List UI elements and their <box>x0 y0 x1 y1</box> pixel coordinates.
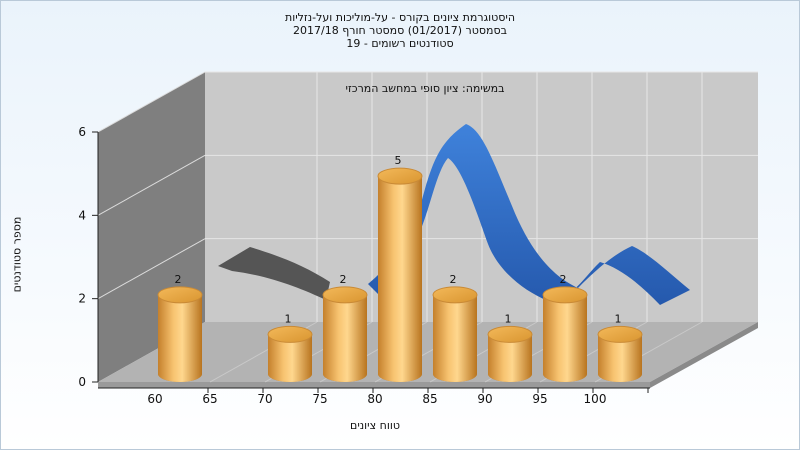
x-tick-label: 90 <box>477 392 492 406</box>
x-tick-label: 70 <box>257 392 272 406</box>
bar-bottom-cap <box>543 366 587 382</box>
bar-value-label: 1 <box>285 312 292 325</box>
bar <box>597 325 643 382</box>
bar-value-label: 5 <box>395 154 402 167</box>
bar-body-front <box>378 176 422 374</box>
y-tick-label: 0 <box>78 375 86 389</box>
y-tick-label: 2 <box>78 292 86 306</box>
y-axis-label: מספר סטודנטים <box>6 210 26 300</box>
chart-title-line-1: היסטוגרמת ציונים בקורס - על-מוליכות ועל-… <box>284 11 516 24</box>
chart-subtitle: במשימה: ציון סופי במחשב המרכזי <box>345 82 504 95</box>
axes: 0 2 4 6 60 65 70 75 80 85 90 95 100 <box>78 125 650 406</box>
bar-value-labels: 2 1 2 5 2 1 2 1 <box>175 154 622 325</box>
chart-title-line-2: בסמסטר (01/2017) סמסטר חורף 2017/18 <box>293 24 507 37</box>
x-tick-label: 60 <box>147 392 162 406</box>
bar-top-cap <box>322 286 368 304</box>
bar-value-label: 1 <box>505 312 512 325</box>
bar-bottom-cap <box>378 366 422 382</box>
x-tick-label: 100 <box>584 392 607 406</box>
bar-bottom-cap <box>488 366 532 382</box>
bar-top-cap <box>542 286 588 304</box>
bar-body-front <box>543 294 587 374</box>
floor-right-edge <box>650 322 758 388</box>
bar-top-cap <box>157 286 203 304</box>
y-tick-label: 4 <box>78 208 86 222</box>
x-tick-label: 80 <box>367 392 382 406</box>
bar-top-cap <box>597 325 643 343</box>
bar-body-front <box>433 294 477 374</box>
side-wall-gridline <box>97 71 206 133</box>
side-wall-gridline <box>97 238 206 300</box>
x-tick-label: 95 <box>532 392 547 406</box>
bar-bottom-cap <box>268 366 312 382</box>
bar <box>542 286 588 382</box>
x-tick-label: 75 <box>312 392 327 406</box>
x-tick-label: 85 <box>422 392 437 406</box>
bar-bottom-cap <box>158 366 202 382</box>
bar <box>322 286 368 382</box>
trend-ribbons <box>218 124 690 305</box>
bar-value-label: 2 <box>175 273 182 286</box>
bars-group <box>157 167 643 382</box>
bar-body-front <box>323 294 367 374</box>
y-axis-label-text: מספר סטודנטים <box>10 216 24 293</box>
bar-bottom-cap <box>323 366 367 382</box>
floor-front-edge <box>98 382 650 388</box>
chart-title-line-3: סטודנטים רשומים - 19 <box>346 37 454 50</box>
bar-value-label: 2 <box>340 273 347 286</box>
bar-top-cap <box>377 167 423 185</box>
bar <box>432 286 478 382</box>
bar-value-label: 1 <box>615 312 622 325</box>
side-wall-gridline <box>97 154 206 216</box>
x-tick-label: 65 <box>202 392 217 406</box>
bar <box>267 325 313 382</box>
bar <box>487 325 533 382</box>
bar-top-cap <box>432 286 478 304</box>
trend-ribbon-blue <box>368 124 690 305</box>
bar-top-cap <box>487 325 533 343</box>
bar-value-label: 2 <box>560 273 567 286</box>
y-tick-label: 6 <box>78 125 86 139</box>
x-axis-label: טווח ציונים <box>350 419 400 432</box>
bar-body-front <box>158 294 202 374</box>
bar-top-cap <box>267 325 313 343</box>
bar <box>157 286 203 382</box>
bar-bottom-cap <box>598 366 642 382</box>
trend-ribbon-grey-segment <box>218 247 330 300</box>
bar-value-label: 2 <box>450 273 457 286</box>
bar <box>377 167 423 382</box>
bar-bottom-cap <box>433 366 477 382</box>
